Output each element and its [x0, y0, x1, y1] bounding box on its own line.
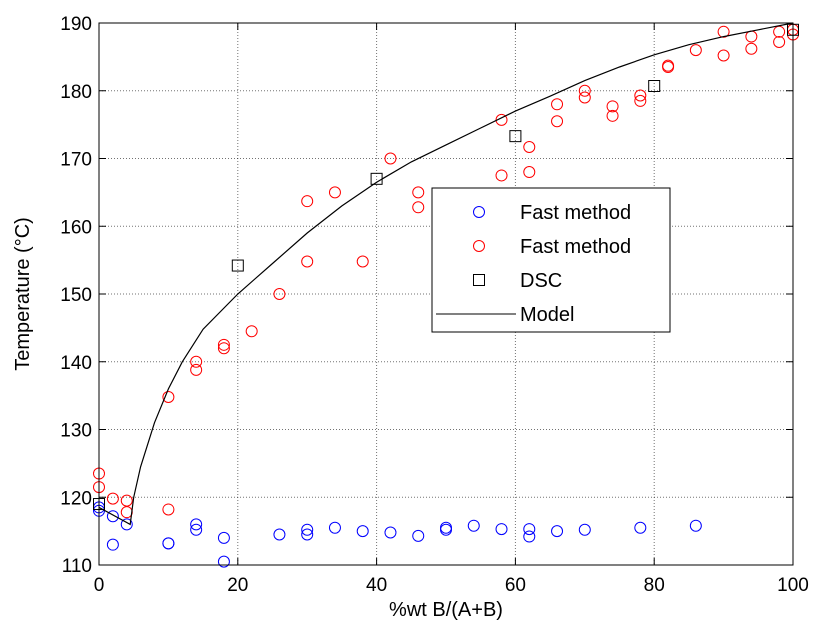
- data-point: [578, 84, 591, 97]
- data-point: [190, 518, 203, 531]
- data-point: [551, 115, 564, 128]
- legend-entries: Fast method Fast method DSC Model: [436, 202, 631, 326]
- data-point: [412, 529, 425, 542]
- legend-label: Fast method: [520, 236, 631, 258]
- y-tick-label: 140: [60, 353, 92, 374]
- data-point: [551, 525, 564, 538]
- x-tick-label: 80: [644, 575, 665, 596]
- data-point: [634, 94, 647, 107]
- data-point: [217, 342, 230, 355]
- data-point: [495, 523, 508, 536]
- legend: Fast method Fast method DSC Model: [431, 187, 671, 333]
- legend-label: Model: [520, 304, 574, 326]
- data-point: [356, 525, 369, 538]
- data-point: [190, 355, 203, 368]
- x-tick-label: 40: [366, 575, 387, 596]
- data-point: [217, 338, 230, 351]
- data-point: [301, 523, 314, 536]
- data-point: [384, 152, 397, 165]
- data-point: [662, 61, 675, 74]
- y-tick-label: 190: [60, 14, 92, 35]
- data-point: [328, 521, 341, 534]
- data-point: [773, 35, 786, 48]
- y-tick-label: 120: [60, 488, 92, 509]
- dsc-point: [509, 130, 522, 143]
- legend-symbol: [473, 240, 485, 252]
- x-tick-label: 100: [777, 575, 809, 596]
- data-point: [190, 523, 203, 536]
- data-point: [523, 140, 536, 153]
- data-point: [384, 526, 397, 539]
- dsc-point: [231, 259, 244, 272]
- x-tick-label: 20: [227, 575, 248, 596]
- data-point: [273, 528, 286, 541]
- data-point: [523, 530, 536, 543]
- data-point: [162, 390, 175, 403]
- data-point: [634, 521, 647, 534]
- data-point: [578, 523, 591, 536]
- data-point: [162, 503, 175, 516]
- data-point: [120, 494, 133, 507]
- data-point: [717, 49, 730, 62]
- data-point: [689, 44, 702, 57]
- data-point: [523, 523, 536, 536]
- x-tick-label: 0: [94, 575, 105, 596]
- data-point: [689, 519, 702, 532]
- data-point: [551, 98, 564, 111]
- data-point: [106, 492, 119, 505]
- legend-symbol: [473, 206, 485, 218]
- ticks: 0 20 40 60 80 100 110 120 130 140 150 160 170 180 190: [60, 14, 809, 596]
- data-point: [217, 555, 230, 568]
- data-point: [495, 169, 508, 182]
- y-tick-label: 160: [60, 217, 92, 238]
- data-point: [217, 531, 230, 544]
- data-point: [245, 325, 258, 338]
- data-point: [106, 510, 119, 523]
- data-point: [412, 201, 425, 214]
- data-point: [523, 166, 536, 179]
- data-point: [578, 91, 591, 104]
- y-tick-label: 180: [60, 82, 92, 103]
- y-tick-label: 130: [60, 421, 92, 442]
- data-point: [606, 109, 619, 122]
- legend-box: [431, 187, 671, 333]
- data-point: [190, 363, 203, 376]
- data-point: [301, 255, 314, 268]
- x-tick-label: 60: [505, 575, 526, 596]
- y-axis-title: Temperature (°C): [12, 217, 34, 371]
- data-point: [273, 288, 286, 300]
- data-point: [412, 186, 425, 199]
- data-point: [162, 537, 175, 550]
- dsc-point: [648, 80, 661, 93]
- data-point: [634, 89, 647, 102]
- legend-label: Fast method: [520, 202, 631, 224]
- legend-symbol: [473, 274, 485, 286]
- data-point: [120, 518, 133, 531]
- y-tick-label: 170: [60, 150, 92, 171]
- model-line: [98, 22, 794, 526]
- data-point: [717, 25, 730, 38]
- series-layer: [93, 22, 799, 568]
- data-point: [440, 523, 452, 536]
- data-point: [745, 42, 758, 55]
- y-tick-label: 110: [62, 556, 92, 577]
- series-3: [98, 22, 794, 526]
- data-point: [106, 538, 119, 551]
- data-point: [301, 195, 314, 208]
- data-point: [356, 255, 369, 268]
- y-tick-label: 150: [60, 285, 92, 306]
- x-axis-title: %wt B/(A+B): [389, 599, 503, 621]
- data-point: [328, 186, 341, 199]
- data-point: [606, 100, 619, 113]
- data-point: [467, 519, 480, 532]
- legend-label: DSC: [520, 270, 562, 292]
- data-point: [301, 528, 314, 541]
